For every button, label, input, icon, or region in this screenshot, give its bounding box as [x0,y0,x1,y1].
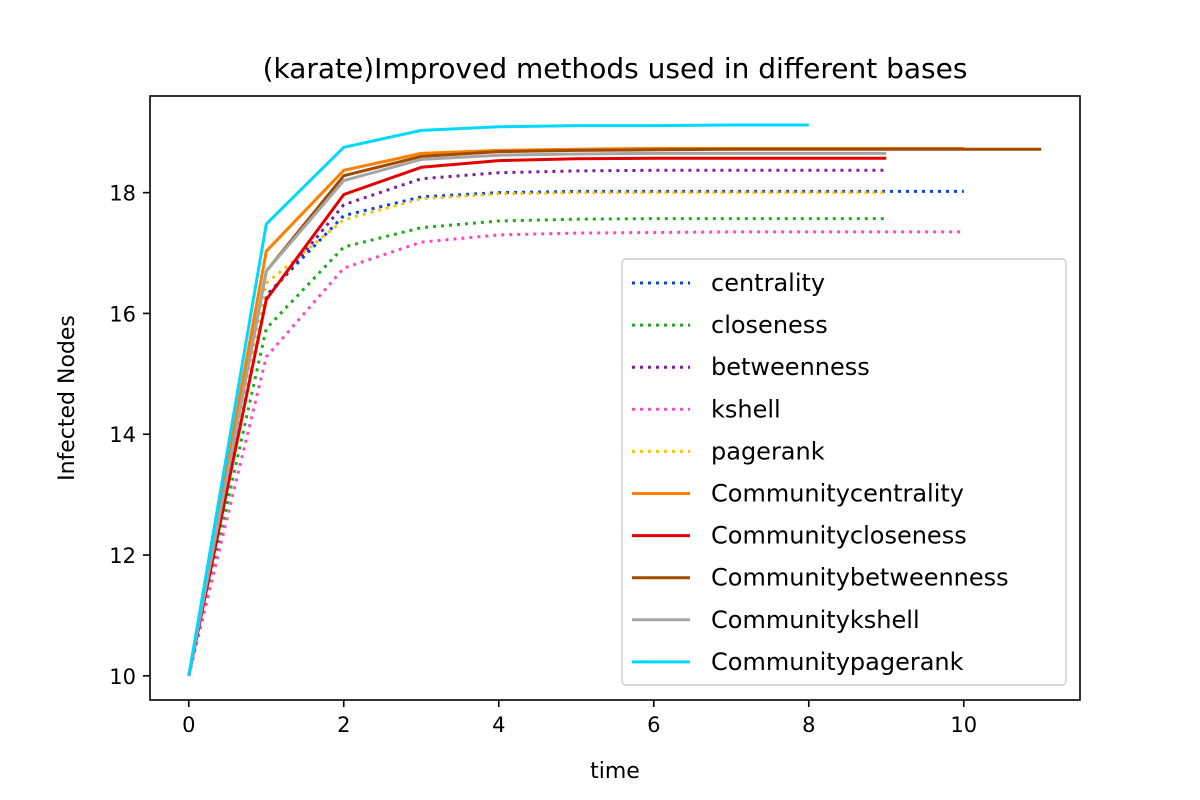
y-tick-label: 16 [109,302,136,326]
series-line-closeness [187,217,887,677]
y-tick-label: 14 [109,423,136,447]
legend-label-communitybetweenness: Communitybetweenness [711,564,1009,592]
x-tick-label: 0 [182,713,195,737]
legend-label-centrality: centrality [711,269,825,297]
y-axis-label: Infected Nodes [55,315,80,481]
x-tick-label: 4 [492,713,505,737]
legend-label-pagerank: pagerank [711,437,825,465]
x-axis-label: time [590,759,640,784]
legend-label-betweenness: betweenness [711,353,870,381]
series-line-communitypagerank [187,123,809,677]
x-axis: 0 2 4 6 8 10 [182,700,977,737]
x-tick-label: 2 [337,713,350,737]
x-tick-label: 10 [950,713,977,737]
legend-label-communitykshell: Communitykshell [711,606,920,634]
y-axis: 10 12 14 16 18 [109,182,150,689]
y-tick-label: 12 [109,544,136,568]
legend-label-communitycloseness: Communitycloseness [711,522,967,550]
x-tick-label: 6 [647,713,660,737]
x-tick-label: 8 [802,713,815,737]
legend-label-communitypagerank: Communitypagerank [711,648,964,676]
series-line-communitybetweenness [187,147,1042,677]
y-tick-label: 18 [109,182,136,206]
series-line-communitykshell [187,151,887,677]
legend-label-closeness: closeness [711,311,828,339]
legend-label-kshell: kshell [711,395,781,423]
series-line-pagerank [187,191,887,677]
legend-label-communitycentrality: Communitycentrality [711,480,964,508]
y-tick-label: 10 [109,665,136,689]
series-line-communitycloseness [187,156,887,677]
legend: centrality closeness betweenness kshell page… [621,258,1067,686]
series-layer [187,123,1042,677]
chart-title: (karate)Improved methods used in differe… [263,52,968,85]
legend-box [621,258,1067,686]
plot-frame [149,95,1081,701]
series-line-betweenness [187,168,887,677]
